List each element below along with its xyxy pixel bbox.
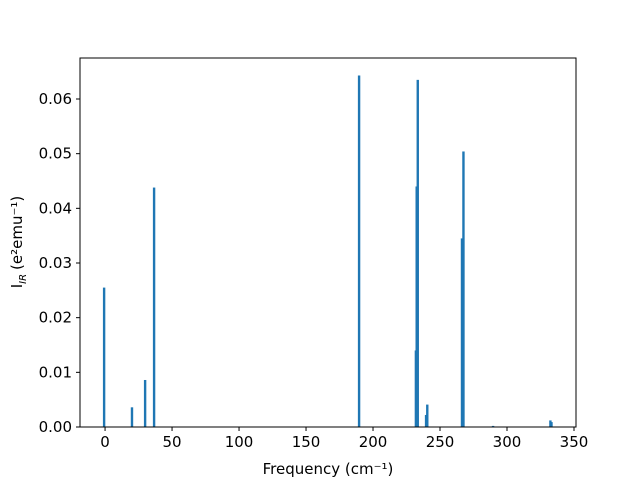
bar	[426, 404, 429, 427]
x-tick-label: 50	[162, 433, 181, 451]
plot-area	[80, 58, 576, 427]
y-tick-label: 0.02	[39, 309, 72, 327]
bar	[143, 379, 147, 427]
y-tick-label: 0.01	[39, 363, 72, 381]
bar	[416, 79, 419, 427]
y-tick-label: 0.05	[39, 145, 72, 163]
y-tick-label: 0.00	[39, 418, 72, 436]
y-label-unit: (e²emu⁻¹)	[8, 196, 26, 270]
x-tick-label: 350	[560, 433, 589, 451]
bar	[424, 414, 428, 427]
x-tick-label: 100	[225, 433, 254, 451]
x-tick-label: 300	[493, 433, 522, 451]
x-tick-label: 250	[426, 433, 455, 451]
bar	[357, 75, 361, 427]
bar	[460, 238, 464, 427]
y-tick-label: 0.04	[39, 199, 72, 217]
x-tick-label: 200	[359, 433, 388, 451]
y-axis-label: IIR (e²emu⁻¹)	[8, 196, 29, 289]
bar	[152, 187, 156, 427]
x-axis-label: Frequency (cm⁻¹)	[263, 460, 394, 478]
bar	[462, 151, 465, 428]
bar	[130, 407, 134, 427]
y-tick-label: 0.06	[39, 90, 72, 108]
x-tick-label: 150	[292, 433, 321, 451]
x-tick-label: 0	[100, 433, 110, 451]
axes-frame	[79, 57, 577, 428]
y-label-main: I	[8, 284, 26, 288]
y-tick-label: 0.03	[39, 254, 72, 272]
bar	[102, 287, 106, 427]
bar	[550, 422, 553, 427]
y-label-sub: IR	[18, 274, 29, 284]
bar	[491, 425, 495, 427]
